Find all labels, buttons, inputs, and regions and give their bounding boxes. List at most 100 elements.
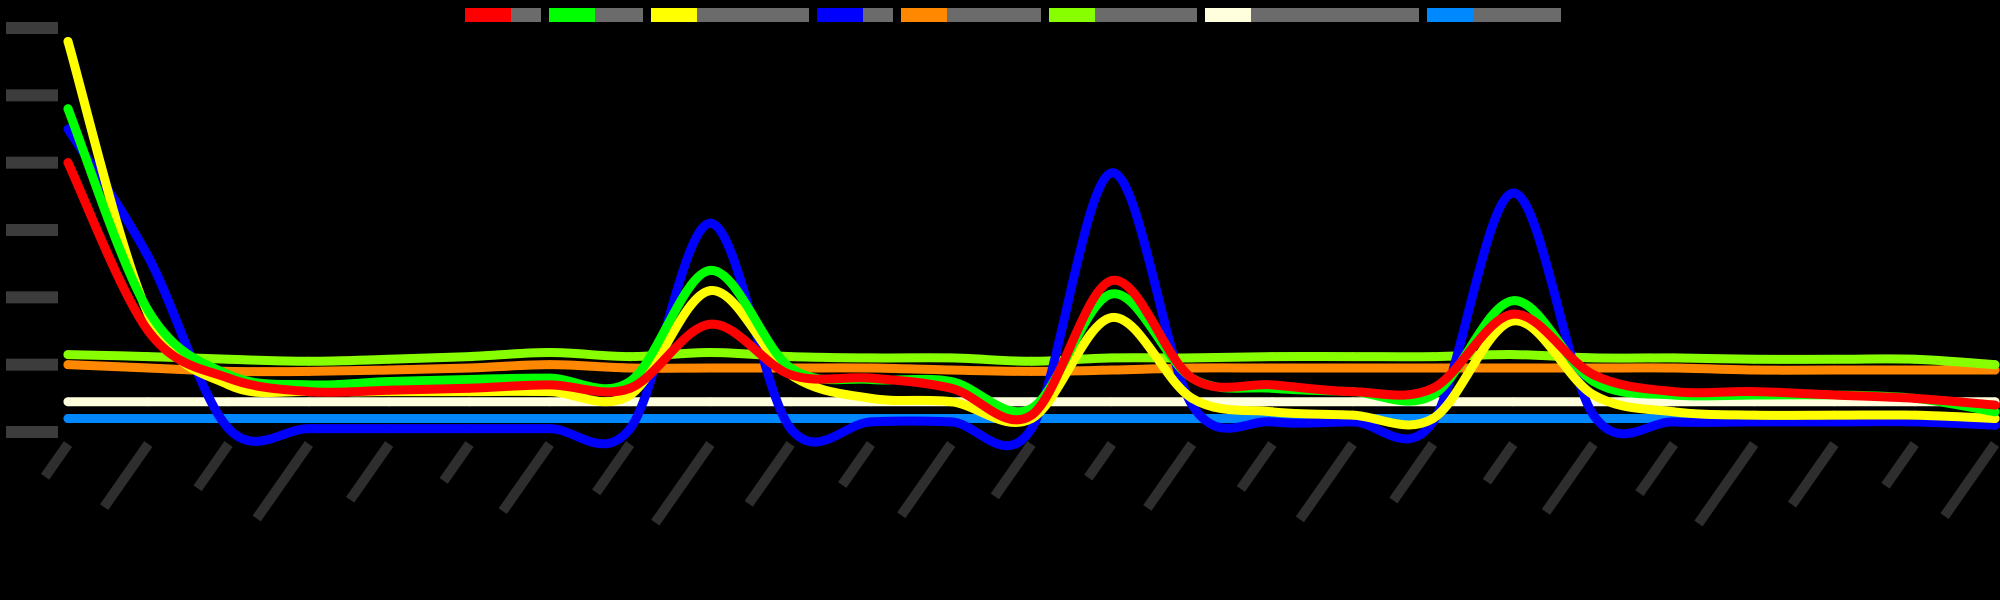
series-6-point-5 xyxy=(384,354,394,364)
series-2-point-19 xyxy=(1508,296,1518,306)
series-5-point-8 xyxy=(625,363,635,373)
x-tick-23 xyxy=(1787,441,1839,508)
x-tick-6 xyxy=(439,441,474,484)
series-5-point-22 xyxy=(1749,365,1759,375)
series-1-point-17 xyxy=(1348,387,1358,397)
series-line-2 xyxy=(63,104,2000,417)
series-1-point-22 xyxy=(1749,387,1759,397)
legend-swatch-6 xyxy=(1049,8,1095,22)
series-8-point-5 xyxy=(384,414,394,424)
series-3-point-9 xyxy=(705,286,715,296)
series-3-point-20 xyxy=(1589,390,1599,400)
series-5-point-16 xyxy=(1267,363,1277,373)
series-1-point-3 xyxy=(224,373,234,383)
series-7-point-1 xyxy=(63,397,73,407)
series-1-point-1 xyxy=(63,158,73,168)
series-6-point-11 xyxy=(866,353,876,363)
series-8-point-4 xyxy=(304,414,314,424)
y-tick-500 xyxy=(6,89,58,102)
series-2-point-9 xyxy=(705,265,715,275)
series-8-point-9 xyxy=(705,414,715,424)
series-6-point-8 xyxy=(625,352,635,362)
series-7-point-17 xyxy=(1348,397,1358,407)
series-1-point-21 xyxy=(1669,387,1679,397)
series-4-point-9 xyxy=(705,218,715,228)
series-1-point-16 xyxy=(1267,380,1277,390)
legend-label-6 xyxy=(1095,8,1197,22)
series-1-point-7 xyxy=(545,380,555,390)
series-8-point-15 xyxy=(1187,414,1197,424)
series-6-point-6 xyxy=(464,352,474,362)
series-4-point-19 xyxy=(1508,188,1518,198)
series-5-point-6 xyxy=(464,363,474,373)
x-tick-9 xyxy=(651,441,715,526)
series-1-point-19 xyxy=(1508,309,1518,319)
legend-label-7 xyxy=(1251,8,1419,22)
x-tick-11 xyxy=(838,441,876,488)
series-3-point-22 xyxy=(1749,410,1759,420)
x-tick-8 xyxy=(592,441,635,496)
series-3-point-15 xyxy=(1187,393,1197,403)
series-6-point-9 xyxy=(705,348,715,358)
x-axis-ticks xyxy=(40,441,2000,527)
series-6-point-21 xyxy=(1669,353,1679,363)
series-8-point-6 xyxy=(464,414,474,424)
series-4-point-8 xyxy=(625,424,635,434)
series-6-point-13 xyxy=(1027,356,1036,366)
series-6-point-17 xyxy=(1348,352,1358,362)
x-tick-22 xyxy=(1694,441,1759,527)
series-1-point-5 xyxy=(384,385,394,395)
series-4-point-20 xyxy=(1589,410,1599,420)
series-5-point-7 xyxy=(545,360,555,370)
series-3-point-18 xyxy=(1428,414,1438,424)
series-4-point-25 xyxy=(1990,420,2000,430)
series-lines xyxy=(63,36,2000,451)
series-6-point-25 xyxy=(1990,360,2000,370)
series-3-point-1 xyxy=(63,36,73,46)
series-6-point-1 xyxy=(63,350,73,360)
legend-label-1 xyxy=(511,8,541,22)
series-1-point-25 xyxy=(1990,400,2000,410)
series-5-point-14 xyxy=(1107,365,1117,375)
series-5-point-4 xyxy=(304,366,314,376)
x-tick-1 xyxy=(40,441,73,480)
legend-label-2 xyxy=(595,8,643,22)
legend-swatch-2 xyxy=(549,8,595,22)
series-3-point-11 xyxy=(866,393,876,403)
series-6-point-19 xyxy=(1508,350,1518,360)
series-6-point-3 xyxy=(224,354,234,364)
series-5-point-19 xyxy=(1508,363,1518,373)
y-tick-200 xyxy=(6,291,58,304)
series-2-point-6 xyxy=(464,374,474,384)
series-6-point-24 xyxy=(1910,354,1920,364)
series-4-point-2 xyxy=(143,252,153,262)
series-1-point-6 xyxy=(464,383,474,393)
legend-swatch-5 xyxy=(901,8,947,22)
series-4-point-13 xyxy=(1027,424,1036,434)
series-5-point-11 xyxy=(866,363,876,373)
series-7-point-2 xyxy=(143,397,153,407)
x-tick-2 xyxy=(100,441,153,510)
series-3-point-14 xyxy=(1107,313,1117,323)
series-1-point-18 xyxy=(1428,383,1438,393)
series-4-point-6 xyxy=(464,424,474,434)
x-tick-24 xyxy=(1881,441,1919,489)
series-4-point-12 xyxy=(946,417,956,427)
x-tick-13 xyxy=(990,441,1036,500)
series-6-point-22 xyxy=(1749,354,1759,364)
series-2-point-14 xyxy=(1107,289,1117,299)
series-6-point-18 xyxy=(1428,352,1438,362)
series-4-point-11 xyxy=(866,417,876,427)
legend-label-8 xyxy=(1473,8,1561,22)
series-7-point-5 xyxy=(384,397,394,407)
series-1-point-8 xyxy=(625,383,635,393)
series-1-point-24 xyxy=(1910,393,1920,403)
series-1-point-15 xyxy=(1187,373,1197,383)
series-4-point-21 xyxy=(1669,417,1679,427)
series-6-point-20 xyxy=(1589,353,1599,363)
x-tick-19 xyxy=(1482,441,1518,485)
series-5-point-9 xyxy=(705,363,715,373)
legend-swatch-1 xyxy=(465,8,511,22)
series-5-point-15 xyxy=(1187,363,1197,373)
